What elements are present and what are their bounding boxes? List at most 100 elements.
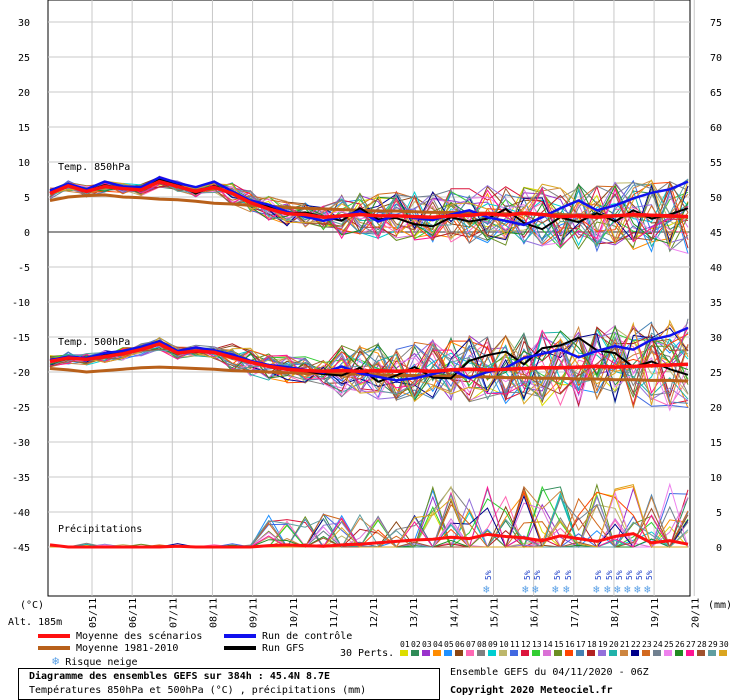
left-tick-label: -10 xyxy=(12,298,30,309)
x-tick-label: 06/11 xyxy=(128,598,139,628)
panel-label-precip: Précipitations xyxy=(58,524,143,535)
right-tick-label: 55 xyxy=(710,158,722,169)
x-tick-label: 12/11 xyxy=(369,598,380,628)
pert-swatch xyxy=(708,650,716,656)
pert-swatch xyxy=(598,650,606,656)
right-tick-label: 35 xyxy=(710,298,722,309)
pert-swatch xyxy=(543,650,551,656)
snowflake-icon: ❄ xyxy=(604,583,611,596)
left-axis-unit: (°C) xyxy=(20,600,45,611)
left-tick-label: -30 xyxy=(12,438,30,449)
legend-clim: Moyenne 1981-2010 xyxy=(38,643,178,654)
pert-number: 25 xyxy=(664,640,674,649)
pert-number: 03 xyxy=(422,640,432,649)
x-tick-label: 08/11 xyxy=(208,598,219,628)
pert-swatch xyxy=(411,650,419,656)
snowflake-icon: ❄ xyxy=(614,583,621,596)
pert-number: 11 xyxy=(510,640,520,649)
right-tick-label: 50 xyxy=(710,193,722,204)
pert-swatch xyxy=(499,650,507,656)
snowflake-icon: ❄ xyxy=(593,583,600,596)
right-tick-label: 65 xyxy=(710,88,722,99)
panel-label-t500: Temp. 500hPa xyxy=(58,337,131,348)
pert-swatch xyxy=(609,650,617,656)
snow-risk-pct: 5% xyxy=(553,570,562,580)
plot-frame xyxy=(47,0,691,597)
pert-number: 16 xyxy=(565,640,575,649)
pert-swatch xyxy=(510,650,518,656)
mean-line-precip xyxy=(49,532,689,549)
snowflake-icon: ❄ xyxy=(624,583,631,596)
footer-title: Diagramme des ensembles GEFS sur 384h : … xyxy=(29,671,331,682)
legend-snow-label: Risque neige xyxy=(65,657,138,668)
x-tick-label: 10/11 xyxy=(289,598,300,628)
legend-control-swatch xyxy=(224,634,256,638)
snow-risk-pct: 5% xyxy=(594,570,603,580)
pert-swatch xyxy=(620,650,628,656)
pert-number: 19 xyxy=(598,640,608,649)
snowflake-icon: ❄ xyxy=(522,583,529,596)
pert-number: 13 xyxy=(532,640,542,649)
pert-swatch xyxy=(664,650,672,656)
left-tick-label: -25 xyxy=(12,403,30,414)
right-tick-label: 20 xyxy=(710,403,722,414)
snow-risk-pct: 5% xyxy=(523,570,532,580)
pert-swatch xyxy=(422,650,430,656)
snowflake-icon: ❄ xyxy=(552,583,559,596)
left-tick-label: 25 xyxy=(18,53,30,64)
snow-risk-pct: 5% xyxy=(533,570,542,580)
left-tick-label: -45 xyxy=(12,543,30,554)
pert-number: 24 xyxy=(653,640,663,649)
panel-label-t850: Temp. 850hPa xyxy=(58,162,131,173)
legend-mean: Moyenne des scénarios xyxy=(38,631,202,642)
legend-gfs-swatch xyxy=(224,646,256,650)
legend-clim-swatch xyxy=(38,646,70,650)
x-tick-label: 18/11 xyxy=(610,598,621,628)
mean-line-850 xyxy=(49,179,689,220)
pert-number: 15 xyxy=(554,640,564,649)
x-tick-label: 17/11 xyxy=(570,598,581,628)
right-tick-label: 75 xyxy=(710,18,722,29)
x-tick-label: 05/11 xyxy=(88,598,99,628)
x-tick-label: 19/11 xyxy=(650,598,661,628)
pert-swatch xyxy=(477,650,485,656)
left-tick-label: -5 xyxy=(18,263,30,274)
snow-risk-markers: 5%❄5%❄5%❄5%❄5%❄5%❄5%❄5%❄5%❄5%❄5%❄ xyxy=(483,570,654,596)
x-tick-label: 11/11 xyxy=(329,598,340,628)
legend-gfs-label: Run GFS xyxy=(262,643,305,654)
pert-number: 23 xyxy=(642,640,652,649)
pert-swatch xyxy=(433,650,441,656)
pert-swatch xyxy=(631,650,639,656)
run-info: Ensemble GEFS du 04/11/2020 - 06Z xyxy=(450,667,649,678)
left-tick-label: 10 xyxy=(18,158,30,169)
pert-swatch xyxy=(444,650,452,656)
pert-swatch xyxy=(554,650,562,656)
snow-risk-pct: 5% xyxy=(625,570,634,580)
mean-line-500 xyxy=(49,342,689,374)
pert-number: 22 xyxy=(631,640,641,649)
main-series xyxy=(49,176,689,549)
pert-number: 18 xyxy=(587,640,597,649)
pert-swatch xyxy=(466,650,474,656)
legend-clim-label: Moyenne 1981-2010 xyxy=(76,643,179,654)
left-tick-label: -20 xyxy=(12,368,30,379)
pert-swatch xyxy=(675,650,683,656)
left-tick-label: 15 xyxy=(18,123,30,134)
pert-swatch xyxy=(653,650,661,656)
pert-number: 28 xyxy=(697,640,707,649)
pert-swatch xyxy=(565,650,573,656)
x-tick-label: 15/11 xyxy=(490,598,501,628)
x-tick-label: 16/11 xyxy=(530,598,541,628)
right-tick-label: 40 xyxy=(710,263,722,274)
legend-control: Run de contrôle xyxy=(224,631,352,642)
left-tick-label: 5 xyxy=(24,193,30,204)
pert-number: 01 xyxy=(400,640,410,649)
pert-number: 17 xyxy=(576,640,586,649)
legend-mean-label: Moyenne des scénarios xyxy=(76,631,203,642)
legend-gfs: Run GFS xyxy=(224,643,304,654)
pert-number: 27 xyxy=(686,640,696,649)
pert-number: 29 xyxy=(708,640,718,649)
right-tick-label: 30 xyxy=(710,333,722,344)
snowflake-icon: ❄ xyxy=(532,583,539,596)
